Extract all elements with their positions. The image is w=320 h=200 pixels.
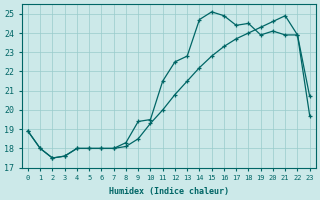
X-axis label: Humidex (Indice chaleur): Humidex (Indice chaleur) bbox=[109, 187, 229, 196]
